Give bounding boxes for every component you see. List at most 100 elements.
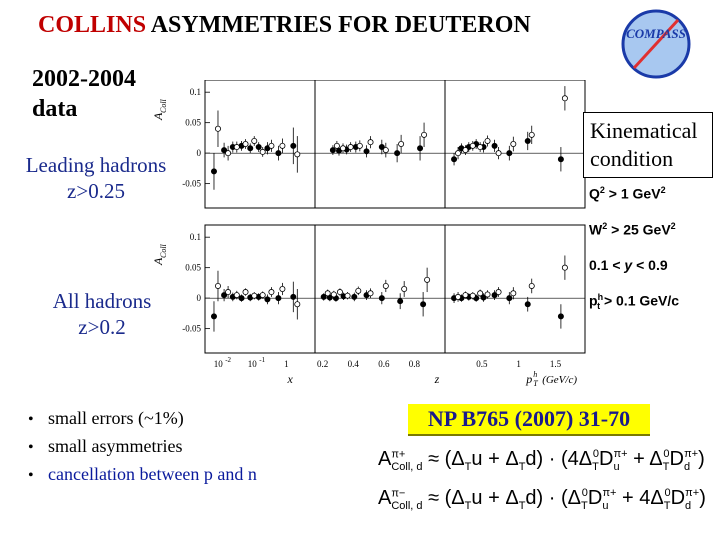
x-tick-label: 0.4 [348,359,360,369]
data-point-open [344,292,351,299]
data-point-filled [417,145,424,152]
plot-panel-frame [314,224,446,354]
plot-frames [204,80,586,354]
data-point-open [398,141,405,148]
data-point-open [484,137,491,144]
kinematics-box: Kinematical condition [583,112,713,178]
title-highlight: COLLINS [38,12,147,38]
plot-panel-frame [204,80,316,209]
data-point-open [401,285,408,292]
x-tick-exp: -2 [225,356,231,364]
leading-hadrons-label: Leading hadrons z>0.25 [10,152,182,204]
data-point-filled [506,150,513,157]
title-rest: ASYMMETRIES FOR DEUTERON [146,12,531,38]
bullet-item: • small errors (~1%) [28,408,184,428]
bullet-item: • cancellation between p and n [28,464,257,484]
y-tick-label: 0.1 [190,87,201,97]
data-point-open [214,125,221,132]
all-hadrons-label: All hadrons z>0.2 [20,288,184,340]
logo-text: COMPASS [626,26,686,41]
data-point-open [424,276,431,283]
data-point-open [268,142,275,149]
data-point-filled [264,296,271,303]
data-point-open [356,142,363,149]
bullet-item: • small asymmetries [28,436,183,456]
x-tick-label: 0.2 [317,359,328,369]
leading-hadrons-line1: Leading hadrons [25,153,167,177]
pt-axis-label: p [525,372,532,386]
data-point-open [251,137,258,144]
data-point-open [484,291,491,298]
data-point-filled [329,147,336,154]
data-point-open [330,291,337,298]
data-point-open [279,285,286,292]
data-point-filled [275,150,282,157]
plot-panel-frame [204,224,316,354]
data-point-open [259,148,266,155]
data-point-open [528,282,535,289]
plot-panel-frame [314,80,446,209]
data-point-open [561,264,568,271]
data-point-filled [221,292,228,299]
all-hadrons-line2: z>0.2 [78,315,126,339]
data-point-open [367,139,374,146]
data-point-filled [363,148,370,155]
y-axis-label-sub: Coll [159,243,168,258]
data-point-open [462,147,469,154]
data-point-open [462,292,469,299]
data-years: 2002-2004 data [32,64,136,124]
bullet-text: small errors (~1%) [48,408,184,428]
x-tick-label: 0.6 [378,359,390,369]
data-point-filled [557,156,564,163]
compass-logo: COMPASS [621,9,691,79]
data-point-open [279,142,286,149]
data-point-filled [210,313,217,320]
x-tick-label: 0.5 [476,359,488,369]
data-point-open [242,141,249,148]
y-tick-label: -0.05 [182,324,201,334]
x-tick-label: 10 [248,359,257,369]
all-hadrons-line1: All hadrons [52,289,152,313]
y-tick-label: 0.1 [190,232,201,242]
data-point-open [477,144,484,151]
x-tick-label: 1 [516,359,521,369]
data-point-open [355,287,362,294]
x-tick-label: 10 [214,359,224,369]
data-point-open [421,131,428,138]
data-point-filled [491,292,498,299]
plot-marks [210,86,568,332]
x-tick-exp: -1 [259,356,265,364]
y-axis-label: A [151,257,165,266]
data-point-open [469,292,476,299]
bullet-text: small asymmetries [48,436,183,456]
data-point-filled [491,142,498,149]
data-point-open [259,292,266,299]
data-point-open [251,292,258,299]
data-point-filled [221,147,228,154]
data-point-open [242,289,249,296]
x-tick-label: 1.5 [550,359,562,369]
y-axis-label-sub: Coll [159,98,168,113]
condition-q2: Q2 > 1 GeV2 [589,185,666,202]
data-point-filled [290,142,297,149]
page-title: COLLINS ASYMMETRIES FOR DEUTERON [38,12,531,39]
pt-axis-sub: T [533,379,538,388]
data-point-open [214,282,221,289]
data-point-open [510,290,517,297]
data-point-open [339,145,346,152]
logo-needle [632,18,680,70]
y-tick-label: 0 [197,293,202,303]
data-point-filled [210,168,217,175]
condition-w2: W2 > 25 GeV2 [589,221,676,238]
bullet-text: cancellation between p and n [48,464,257,484]
data-point-open [324,290,331,297]
data-point-filled [378,144,385,151]
data-point-open [233,144,240,151]
data-point-open [225,150,232,157]
data-point-open [336,289,343,296]
pt-axis-unit: (GeV/c) [542,374,577,386]
data-point-open [510,141,517,148]
x-axis-label: x [287,372,294,386]
y-tick-label: 0 [197,148,202,158]
